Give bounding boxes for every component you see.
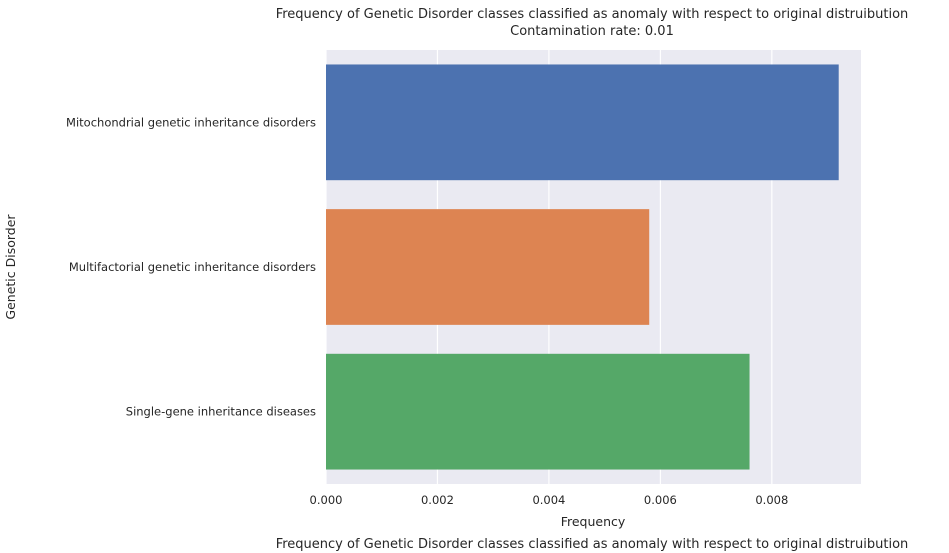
bars (326, 64, 839, 470)
x-tick-label: 0.004 (532, 493, 565, 507)
figure-caption: Frequency of Genetic Disorder classes cl… (276, 537, 909, 552)
x-axis-label: Frequency (561, 514, 626, 529)
chart-title: Frequency of Genetic Disorder classes cl… (276, 7, 909, 22)
x-tick-label: 0.000 (310, 493, 343, 507)
bar-3 (326, 353, 750, 470)
y-tick-label: Single-gene inheritance diseases (126, 405, 316, 419)
x-tick-label: 0.002 (421, 493, 454, 507)
y-axis-label: Genetic Disorder (3, 214, 18, 320)
bar-1 (326, 64, 839, 181)
y-tick-labels: Mitochondrial genetic inheritance disord… (66, 115, 316, 418)
chart-subtitle: Contamination rate: 0.01 (510, 24, 674, 39)
x-tick-labels: 0.000 0.002 0.004 0.006 0.008 (310, 493, 789, 507)
x-tick-label: 0.008 (755, 493, 788, 507)
y-tick-label: Multifactorial genetic inheritance disor… (69, 260, 316, 274)
bar-2 (326, 209, 650, 325)
y-tick-label: Mitochondrial genetic inheritance disord… (66, 115, 316, 129)
x-tick-label: 0.006 (644, 493, 677, 507)
